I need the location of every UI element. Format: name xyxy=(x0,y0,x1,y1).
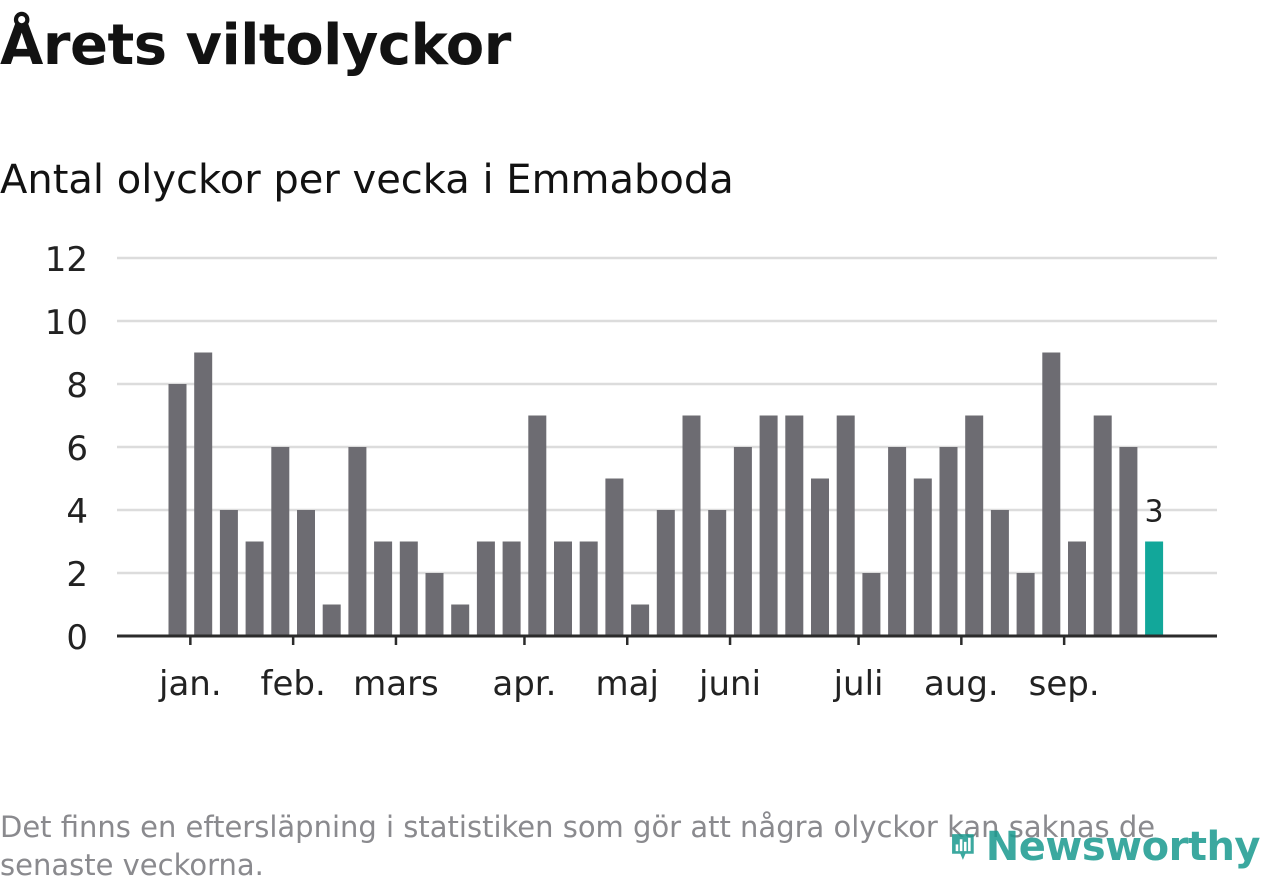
y-tick-label: 12 xyxy=(45,240,88,280)
bar xyxy=(374,541,393,636)
x-tick-label: maj xyxy=(596,664,659,704)
bar-chart-icon xyxy=(952,834,974,860)
y-tick-label: 4 xyxy=(66,492,88,532)
bar xyxy=(965,415,984,636)
bar xyxy=(913,478,932,636)
bar xyxy=(554,541,572,636)
bar xyxy=(528,415,547,636)
bar xyxy=(708,510,727,636)
bar xyxy=(631,604,650,636)
y-tick-label: 10 xyxy=(45,303,88,343)
x-tick-label: jan. xyxy=(158,664,222,704)
x-tick-label: apr. xyxy=(492,664,556,704)
x-tick-label: aug. xyxy=(924,664,999,704)
y-tick-label: 6 xyxy=(66,429,88,469)
bar xyxy=(1093,415,1112,636)
bar xyxy=(168,384,187,636)
bar xyxy=(759,415,778,636)
newsworthy-logo: Newsworthy xyxy=(950,816,1261,878)
bar xyxy=(1016,573,1035,636)
bar xyxy=(297,510,315,636)
bar xyxy=(579,541,598,636)
bar xyxy=(990,510,1009,636)
y-tick-label: 2 xyxy=(66,555,88,595)
bar xyxy=(451,604,470,636)
chart-subtitle: Antal olyckor per vecka i Emmaboda xyxy=(0,157,734,203)
bar xyxy=(682,415,701,636)
bar-chart: 0 2 4 6 8 10 12 3 jan. feb. mars apr. maj juni juli aug… xyxy=(45,240,1217,704)
chart-title: Årets viltolyckor xyxy=(0,13,511,78)
bar xyxy=(888,447,907,636)
bar xyxy=(656,510,675,636)
data-label: 3 xyxy=(1145,495,1164,530)
bar xyxy=(785,415,804,636)
x-tick-label: juni xyxy=(698,664,761,704)
bar xyxy=(425,573,444,636)
bar xyxy=(605,478,624,636)
bar-highlight xyxy=(1145,541,1164,636)
bar xyxy=(836,415,855,636)
x-tick-label: sep. xyxy=(1029,664,1100,704)
bar xyxy=(1068,541,1086,636)
bar xyxy=(399,541,418,636)
x-tick-label: mars xyxy=(353,664,439,704)
bar xyxy=(245,541,264,636)
bar xyxy=(219,510,238,636)
bar xyxy=(271,447,290,636)
bar xyxy=(502,541,521,636)
bar xyxy=(733,447,752,636)
bar xyxy=(194,352,213,636)
y-tick-label: 0 xyxy=(66,618,88,658)
bar xyxy=(811,478,829,636)
bar xyxy=(348,447,367,636)
bar xyxy=(322,604,341,636)
bar xyxy=(1119,447,1138,636)
bar xyxy=(1042,352,1061,636)
bar xyxy=(862,573,881,636)
bar xyxy=(476,541,495,636)
x-tick-label: feb. xyxy=(261,664,326,704)
brand-name: Newsworthy xyxy=(985,824,1261,870)
x-tick-label: juli xyxy=(833,664,884,704)
y-tick-label: 8 xyxy=(66,366,88,406)
bar xyxy=(939,447,958,636)
